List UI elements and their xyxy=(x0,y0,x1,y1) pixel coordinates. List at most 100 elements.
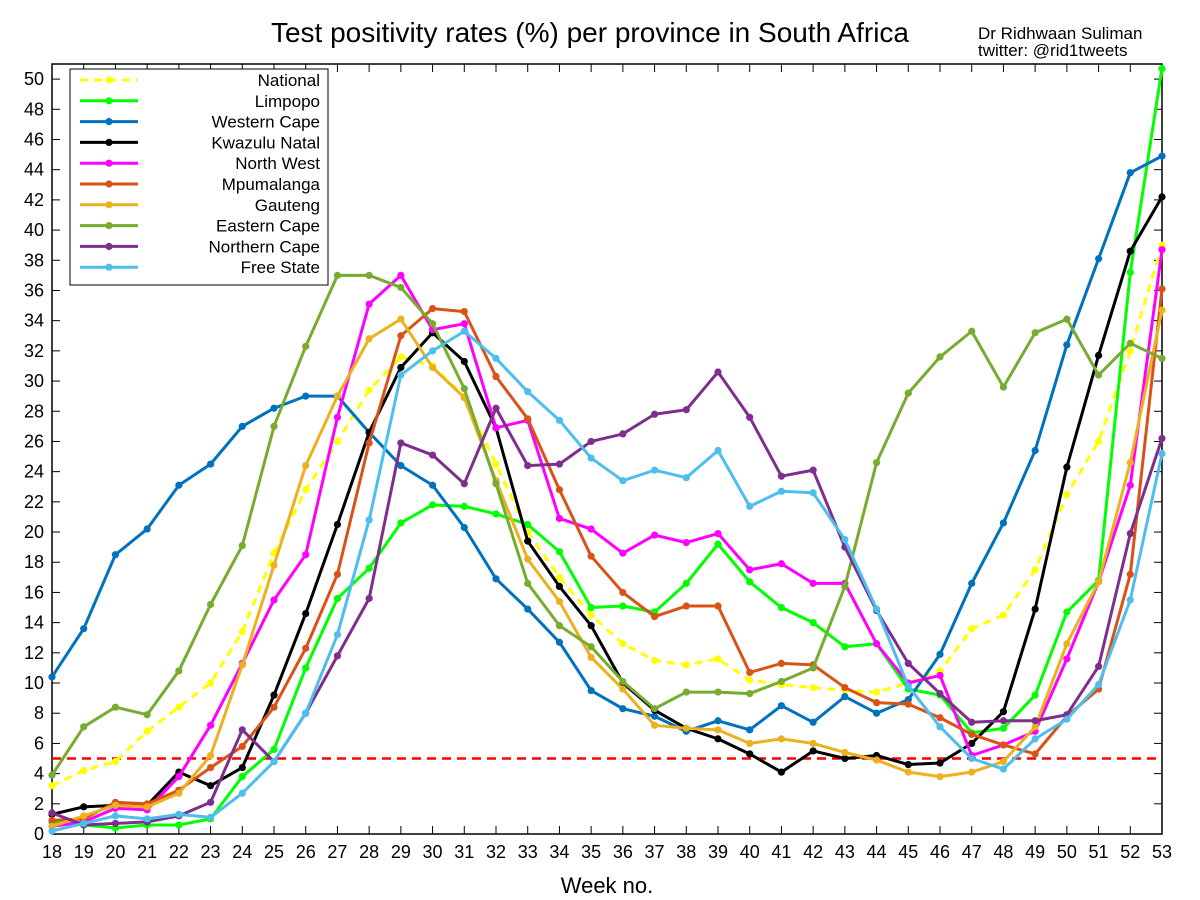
data-point xyxy=(302,609,310,618)
data-point xyxy=(587,653,595,661)
data-point xyxy=(1094,351,1103,359)
data-point xyxy=(1158,285,1166,293)
data-point xyxy=(1063,315,1071,323)
data-point xyxy=(1031,566,1039,574)
y-tick-label: 36 xyxy=(24,280,44,300)
data-point xyxy=(365,300,373,308)
data-point xyxy=(777,735,786,743)
data-point xyxy=(1094,578,1103,586)
data-point xyxy=(936,353,944,361)
series-group xyxy=(48,64,1166,835)
legend-marker xyxy=(105,263,113,271)
data-point xyxy=(999,717,1008,725)
data-point xyxy=(1158,306,1166,314)
series-gauteng xyxy=(48,306,1166,831)
data-point xyxy=(746,726,754,734)
data-point xyxy=(999,757,1008,766)
data-point xyxy=(270,561,278,569)
data-point xyxy=(841,748,849,757)
data-point xyxy=(80,723,88,731)
data-point xyxy=(872,640,881,648)
data-point xyxy=(206,751,215,760)
data-point xyxy=(333,437,342,446)
data-point xyxy=(238,763,246,772)
series-limpopo xyxy=(48,64,1166,832)
data-point xyxy=(428,304,437,313)
data-point xyxy=(460,523,468,532)
data-point xyxy=(333,392,342,400)
data-point xyxy=(1063,341,1071,349)
data-point xyxy=(555,638,564,646)
x-tick-label: 36 xyxy=(613,842,633,862)
data-point xyxy=(1126,169,1134,177)
series-line-gauteng xyxy=(51,309,1164,828)
data-point xyxy=(714,688,722,696)
data-point xyxy=(143,803,151,811)
data-point xyxy=(587,603,595,612)
data-point xyxy=(1126,268,1134,276)
data-point xyxy=(175,810,183,818)
x-tick-label: 46 xyxy=(930,842,950,862)
data-point xyxy=(492,510,500,518)
data-point xyxy=(460,327,468,335)
data-point xyxy=(48,809,56,817)
data-point xyxy=(872,709,881,717)
data-point xyxy=(206,798,215,806)
data-point xyxy=(365,564,373,572)
data-point xyxy=(1063,715,1071,723)
data-point xyxy=(238,773,246,781)
data-point xyxy=(333,413,342,421)
legend-label: Northern Cape xyxy=(208,237,320,256)
data-point xyxy=(777,603,786,612)
data-point xyxy=(1094,437,1103,446)
data-point xyxy=(936,759,944,767)
data-point xyxy=(238,742,246,751)
series-free-state xyxy=(48,327,1166,835)
data-point xyxy=(1158,434,1166,443)
data-point xyxy=(968,730,976,738)
x-tick-label: 18 xyxy=(42,842,62,862)
legend-marker xyxy=(105,222,113,230)
axis-tick-labels: 18 19 20 21 22 23 24 25 26 27 28 29 30 31 32 33 34 35 36 37… xyxy=(24,69,1172,862)
data-point xyxy=(714,655,722,663)
legend-marker xyxy=(105,242,113,250)
series-national xyxy=(48,241,1166,790)
legend-marker xyxy=(105,97,113,105)
data-point xyxy=(555,460,564,468)
data-point xyxy=(492,354,500,363)
data-point xyxy=(397,332,405,340)
x-tick-label: 42 xyxy=(803,842,823,862)
data-point xyxy=(587,686,595,695)
data-point xyxy=(238,422,246,430)
data-point xyxy=(714,602,722,610)
data-point xyxy=(841,643,849,651)
data-point xyxy=(872,688,881,696)
x-tick-label: 43 xyxy=(835,842,855,862)
data-point xyxy=(206,679,215,687)
data-point xyxy=(302,551,310,559)
y-tick-label: 44 xyxy=(24,160,44,180)
data-point xyxy=(682,688,690,696)
data-point xyxy=(682,602,690,610)
x-tick-label: 32 xyxy=(486,842,506,862)
legend-item: Limpopo xyxy=(80,92,320,111)
data-point xyxy=(872,699,881,707)
data-point xyxy=(460,480,468,488)
data-point xyxy=(524,520,532,529)
legend-marker xyxy=(105,138,113,146)
data-point xyxy=(555,514,564,523)
data-point xyxy=(80,819,88,828)
data-point xyxy=(1063,490,1071,498)
data-point xyxy=(333,631,342,639)
data-point xyxy=(936,689,944,698)
data-point xyxy=(555,622,564,630)
data-point xyxy=(460,385,468,393)
data-point xyxy=(777,659,786,667)
data-point xyxy=(524,555,532,563)
data-point xyxy=(682,474,690,482)
data-point xyxy=(809,664,817,672)
data-point xyxy=(777,560,786,568)
x-tick-label: 27 xyxy=(327,842,347,862)
series-line-kwazulu-natal xyxy=(51,196,1164,816)
